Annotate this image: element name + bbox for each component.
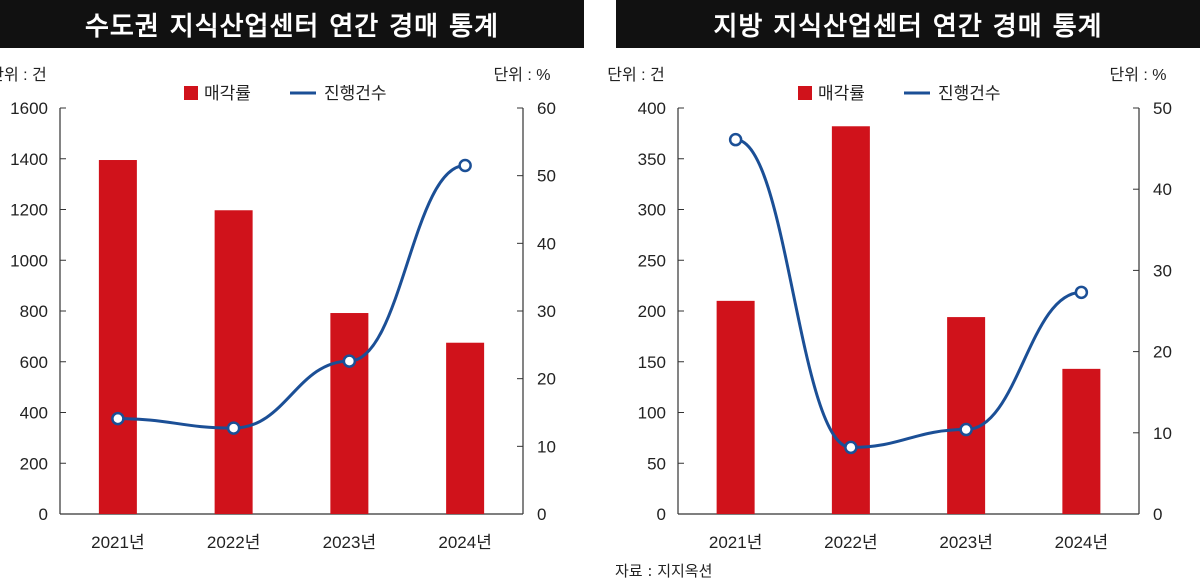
left-left-tick-label: 1600 bbox=[10, 99, 48, 118]
right-right-tick-label: 30 bbox=[1153, 261, 1172, 280]
left-right-tick-label: 30 bbox=[537, 302, 556, 321]
left-left-tick-label: 800 bbox=[20, 302, 48, 321]
right-line-point-2021년 bbox=[728, 132, 743, 147]
right-line-point-2022년 bbox=[844, 440, 858, 455]
right-left-tick-label: 300 bbox=[638, 201, 666, 220]
left-left-tick-label: 0 bbox=[39, 505, 48, 524]
left-line-point-2021년 bbox=[111, 411, 125, 426]
right-left-tick-label: 350 bbox=[638, 150, 666, 169]
left-bar-2021년 bbox=[98, 160, 137, 515]
left-right-tick-label: 60 bbox=[537, 99, 556, 118]
right-bar-2022년 bbox=[831, 126, 870, 515]
left-legend-line-label: 진행건수 bbox=[324, 84, 387, 103]
right-bar-2024년 bbox=[1062, 368, 1101, 514]
left-line-series bbox=[117, 164, 466, 430]
right-line-point-2023년 bbox=[959, 422, 973, 437]
right-left-tick-label: 150 bbox=[638, 353, 666, 372]
left-legend-bar-swatch bbox=[184, 86, 198, 100]
right-legend-line-label: 진행건수 bbox=[938, 84, 1001, 103]
left-x-tick-label: 2022년 bbox=[207, 533, 260, 552]
right-left-tick-label: 100 bbox=[638, 404, 666, 423]
right-legend-bar-label: 매각률 bbox=[818, 84, 865, 103]
left-line-point-2022년 bbox=[226, 421, 241, 435]
right-chart-title: 지방 지식산업센터 연간 경매 통계 bbox=[616, 0, 1200, 48]
left-right-tick-label: 10 bbox=[537, 437, 556, 456]
right-x-tick-label: 2022년 bbox=[824, 533, 877, 552]
left-line-point-2024년 bbox=[458, 158, 472, 173]
right-x-tick-label: 2023년 bbox=[939, 533, 992, 552]
right-x-tick-label: 2021년 bbox=[709, 533, 762, 552]
right-x-tick-label: 2024년 bbox=[1055, 533, 1108, 552]
right-right-tick-label: 0 bbox=[1153, 505, 1162, 524]
right-left-tick-label: 0 bbox=[657, 505, 666, 524]
left-bar-2023년 bbox=[330, 313, 369, 514]
right-left-tick-label: 200 bbox=[638, 302, 666, 321]
left-left-tick-label: 400 bbox=[20, 404, 48, 423]
left-bar-2024년 bbox=[446, 342, 485, 514]
source-note: 자료 : 지지옥션 bbox=[615, 562, 713, 580]
left-left-unit-label: 단위 : 건 bbox=[0, 66, 47, 84]
left-left-tick-label: 1000 bbox=[10, 251, 48, 270]
left-left-tick-label: 600 bbox=[20, 353, 48, 372]
right-line-series bbox=[735, 138, 1082, 449]
right-right-tick-label: 20 bbox=[1153, 343, 1172, 362]
left-line-point-2023년 bbox=[342, 354, 357, 368]
right-right-unit-label: 단위 : % bbox=[1109, 66, 1166, 84]
right-right-tick-label: 40 bbox=[1153, 180, 1172, 199]
left-right-tick-label: 40 bbox=[537, 234, 556, 253]
right-left-unit-label: 단위 : 건 bbox=[607, 66, 665, 84]
left-left-tick-label: 200 bbox=[20, 454, 48, 473]
right-right-tick-label: 50 bbox=[1153, 99, 1172, 118]
left-right-unit-label: 단위 : % bbox=[493, 66, 550, 84]
right-bar-2023년 bbox=[947, 317, 986, 514]
right-bar-2021년 bbox=[716, 300, 755, 514]
right-legend-bar-swatch bbox=[798, 86, 812, 100]
left-x-tick-label: 2021년 bbox=[91, 533, 144, 552]
left-left-tick-label: 1200 bbox=[10, 201, 48, 220]
left-right-tick-label: 0 bbox=[537, 505, 546, 524]
left-chart-title: 수도권 지식산업센터 연간 경매 통계 bbox=[0, 0, 584, 48]
right-left-tick-label: 250 bbox=[638, 251, 666, 270]
right-left-tick-label: 50 bbox=[647, 454, 666, 473]
right-line-point-2024년 bbox=[1074, 285, 1089, 300]
left-right-tick-label: 20 bbox=[537, 370, 556, 389]
left-legend-bar-label: 매각률 bbox=[204, 84, 251, 103]
left-x-tick-label: 2023년 bbox=[323, 533, 376, 552]
left-x-tick-label: 2024년 bbox=[438, 533, 491, 552]
right-left-tick-label: 400 bbox=[638, 99, 666, 118]
left-left-tick-label: 1400 bbox=[10, 150, 48, 169]
left-bar-2022년 bbox=[214, 210, 253, 515]
right-right-tick-label: 10 bbox=[1153, 424, 1172, 443]
left-right-tick-label: 50 bbox=[537, 167, 556, 186]
